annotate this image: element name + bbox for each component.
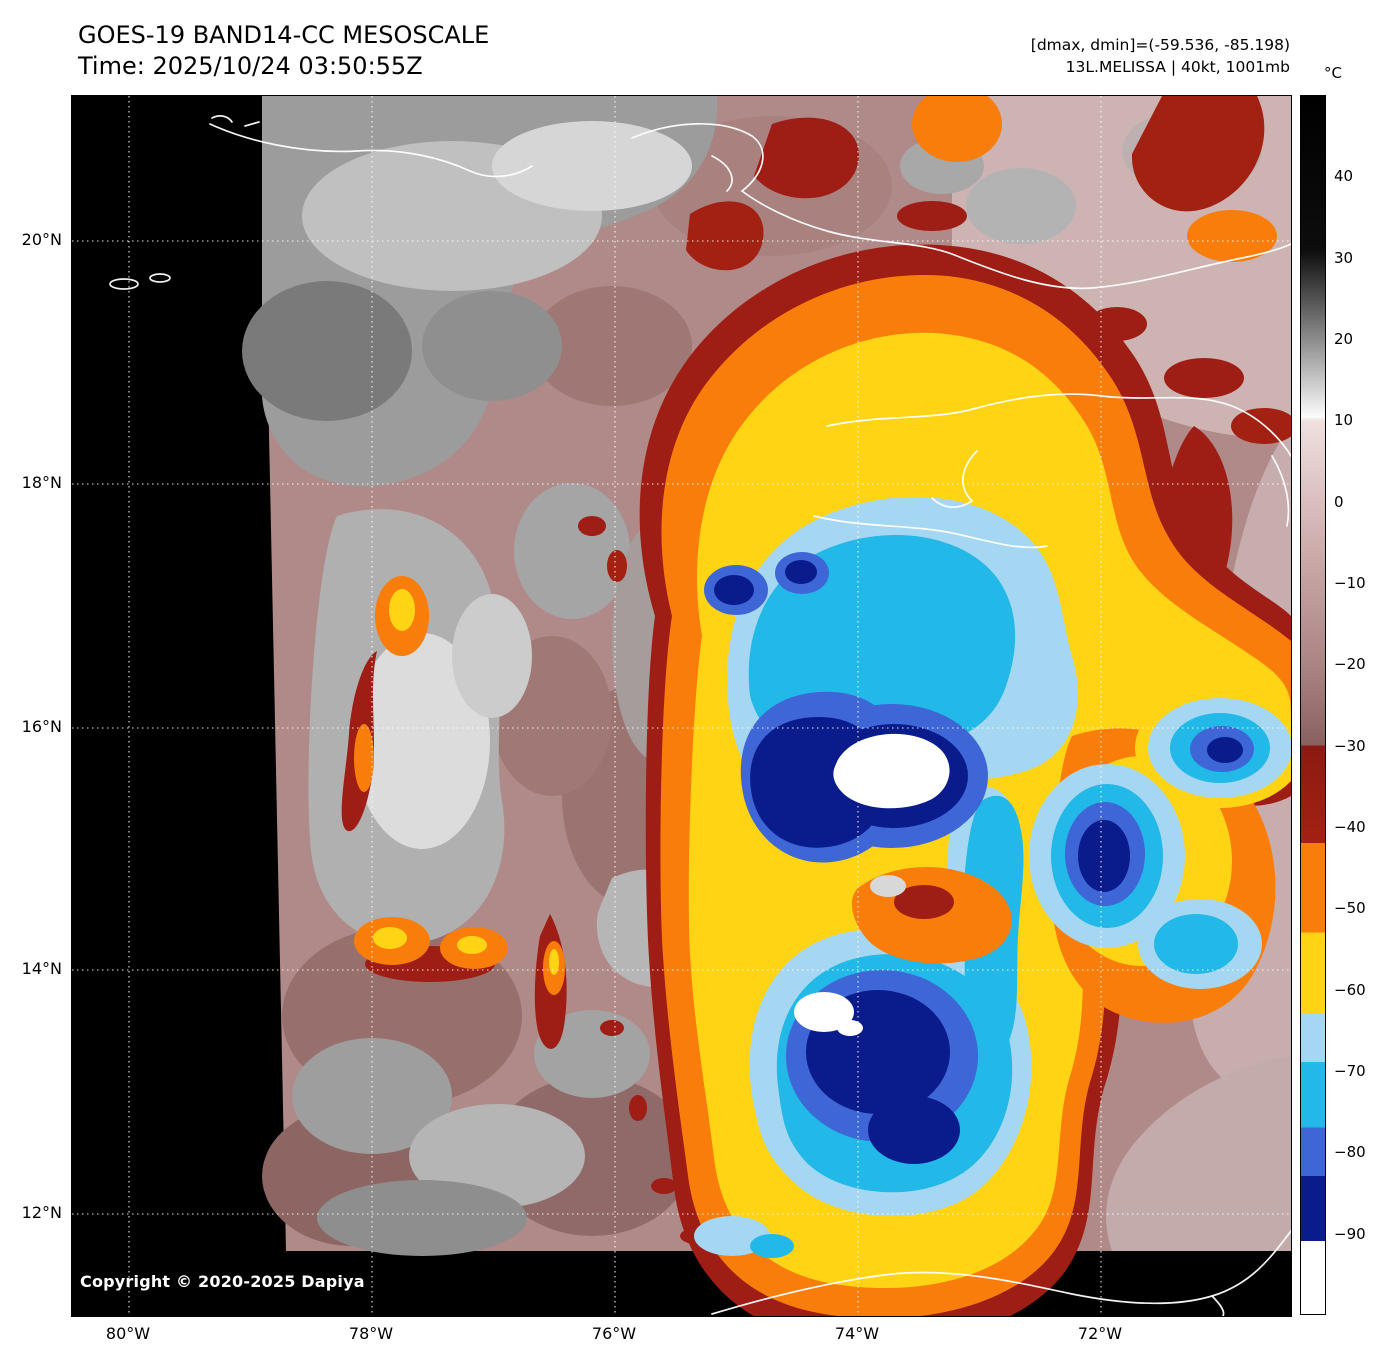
gray-cloud-layer	[242, 96, 1262, 1256]
colorbar-tick-label: 10	[1334, 411, 1354, 430]
storm-info-label: 13L.MELISSA | 40kt, 1001mb	[1065, 58, 1290, 77]
lon-tick-label: 76°W	[591, 1324, 637, 1343]
colorbar-tick-label: 30	[1334, 248, 1354, 267]
satellite-map-plot: Copyright © 2020-2025 Dapiya	[71, 95, 1292, 1317]
colorbar-tick-label: −60	[1334, 980, 1366, 999]
colorbar-tick-label: −90	[1334, 1224, 1366, 1243]
lat-tick-label: 18°N	[21, 473, 62, 492]
colorbar-tick-label: 20	[1334, 330, 1354, 348]
colorbar-tick-label: −80	[1334, 1143, 1366, 1162]
copyright-label: Copyright © 2020-2025 Dapiya	[80, 1272, 365, 1291]
lon-tick-label: 78°W	[348, 1324, 394, 1343]
lon-tick-label: 74°W	[834, 1324, 880, 1343]
storm-core-layer	[639, 244, 1291, 1316]
colorbar-tick-label: −50	[1334, 899, 1366, 918]
latitude-axis-labels: 20°N 18°N 16°N 14°N 12°N	[0, 95, 64, 1315]
colorbar-unit-label: °C	[1324, 64, 1342, 82]
lon-tick-label: 80°W	[105, 1324, 151, 1343]
lat-tick-label: 14°N	[21, 959, 62, 978]
colorbar-tick-label: −40	[1334, 818, 1366, 836]
product-title: GOES-19 BAND14-CC MESOSCALE	[78, 21, 490, 49]
gridlines	[72, 96, 1291, 1316]
longitude-axis-labels: 80°W 78°W 76°W 74°W 72°W	[71, 1324, 1290, 1348]
header-left: GOES-19 BAND14-CC MESOSCALE Time: 2025/1…	[78, 20, 489, 82]
lat-tick-label: 20°N	[21, 230, 62, 249]
lat-tick-label: 16°N	[21, 717, 62, 736]
coastlines	[109, 115, 1291, 1316]
colorbar-tick-label: −20	[1334, 655, 1366, 674]
colorbar-tick-label: 40	[1334, 167, 1354, 186]
colorbar-tick-label: −30	[1334, 736, 1366, 755]
lon-tick-label: 72°W	[1077, 1324, 1123, 1343]
product-time: Time: 2025/10/24 03:50:55Z	[78, 52, 423, 81]
colorbar	[1300, 95, 1326, 1315]
satellite-imagery	[72, 96, 1291, 1316]
colorbar-tick-label: −10	[1334, 574, 1366, 592]
lat-tick-label: 12°N	[21, 1203, 62, 1222]
colorbar-tick-label: −70	[1334, 1062, 1366, 1080]
dmax-dmin-label: [dmax, dmin]=(-59.536, -85.198)	[1030, 36, 1290, 54]
colorbar-tick-label: 0	[1334, 492, 1344, 511]
header-right: [dmax, dmin]=(-59.536, -85.198) 13L.MELI…	[1031, 34, 1290, 79]
colorbar-tick-labels: 40 30 20 10 0 −10 −20 −30 −40 −50 −60 −70 −80 −90	[1334, 95, 1384, 1315]
